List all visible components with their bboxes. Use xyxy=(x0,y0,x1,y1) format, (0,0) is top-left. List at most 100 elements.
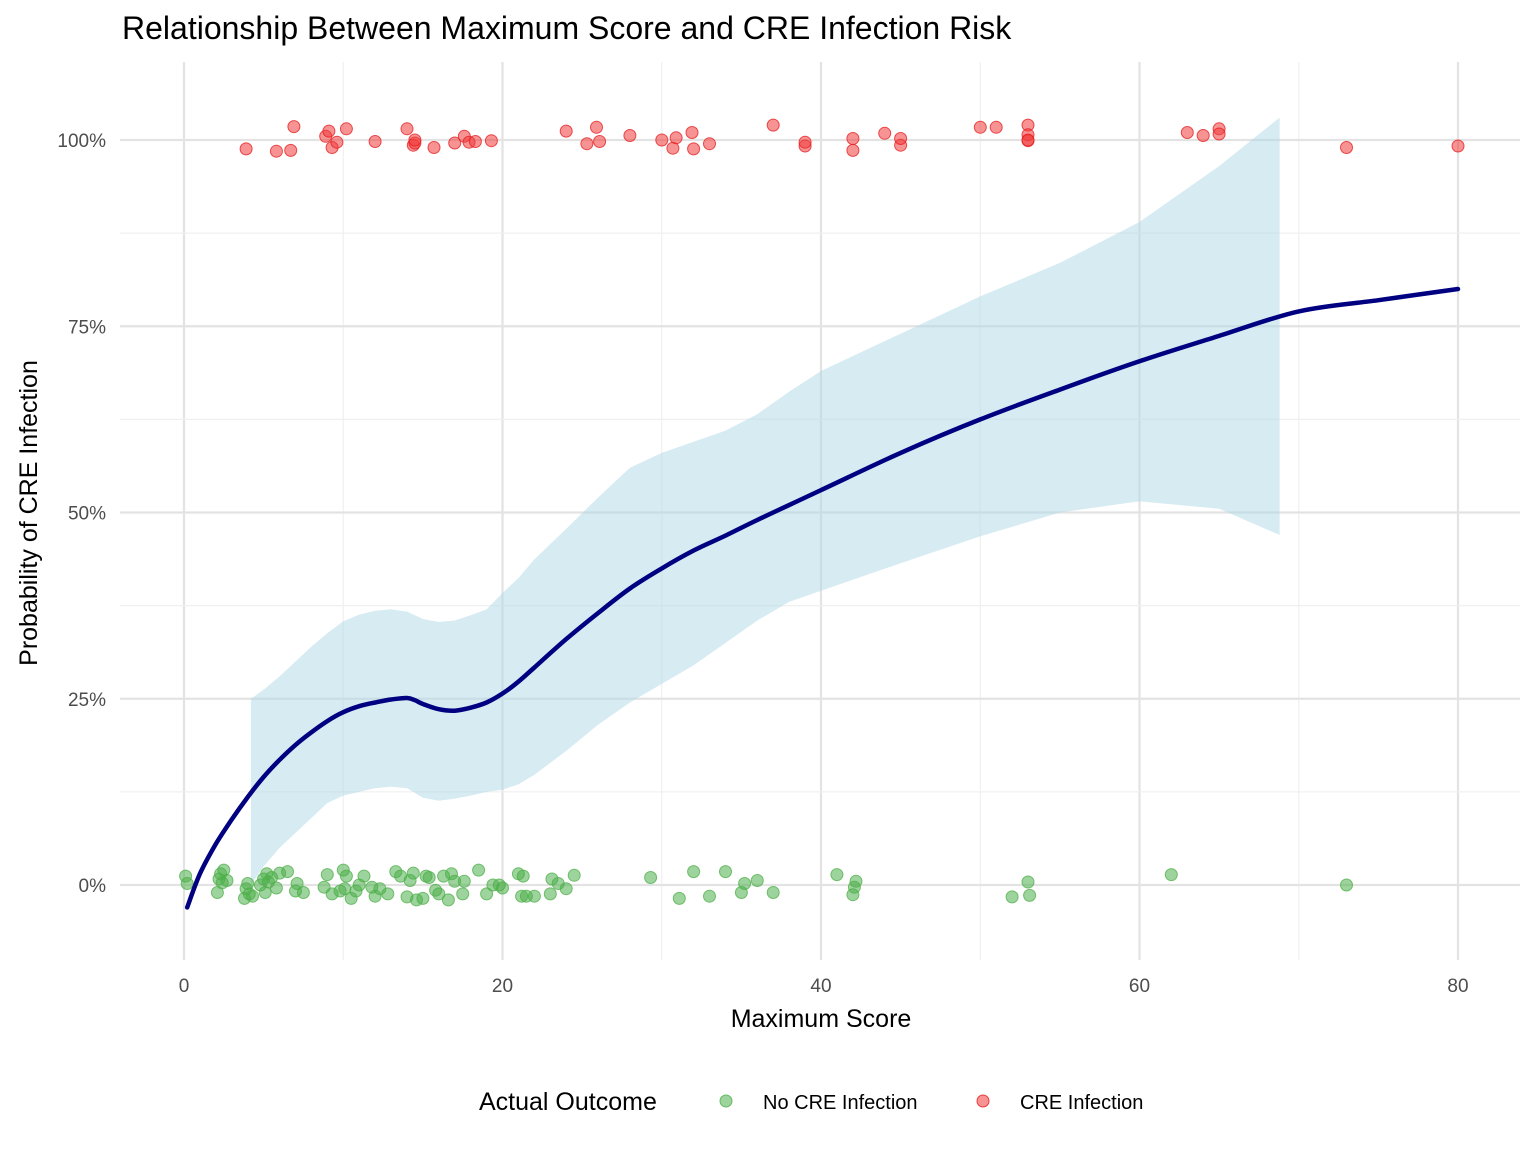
axis-ticks: 0 20 40 60 80 0% 25% 50% 75% 100% xyxy=(57,131,1468,997)
no-infection-point xyxy=(559,882,573,896)
legend-title: Actual Outcome xyxy=(479,1088,657,1116)
no-infection-point xyxy=(441,893,455,907)
y-tick-label: 50% xyxy=(68,504,106,525)
chart-title: Relationship Between Maximum Score and C… xyxy=(122,10,1012,46)
confidence-band xyxy=(250,117,1280,886)
no-infection-point xyxy=(456,887,470,901)
no-infection-point xyxy=(567,868,581,882)
infection-point xyxy=(623,129,637,142)
no-infection-point xyxy=(1164,868,1178,882)
infection-point xyxy=(580,137,594,151)
no-infection-point xyxy=(527,889,541,903)
no-infection-point xyxy=(496,881,509,895)
infection-point xyxy=(322,124,336,138)
no-infection-point xyxy=(480,887,494,901)
infection-point xyxy=(484,134,498,148)
infection-point xyxy=(368,135,382,148)
infection-point xyxy=(798,135,812,149)
x-tick-label: 0 xyxy=(179,976,190,997)
y-tick-label: 75% xyxy=(68,317,106,338)
infection-point xyxy=(846,143,860,157)
no-infection-point xyxy=(320,868,334,882)
infection-point xyxy=(590,120,603,134)
infection-point xyxy=(400,122,414,136)
infection-point xyxy=(1451,139,1465,153)
no-infection-point xyxy=(281,865,294,879)
infection-point xyxy=(339,122,353,136)
no-infection-point xyxy=(644,871,658,884)
y-tick-label: 0% xyxy=(79,876,107,897)
x-tick-label: 80 xyxy=(1447,976,1468,997)
infection-point xyxy=(1212,127,1226,141)
infection-point xyxy=(408,133,422,147)
no-infection-point xyxy=(381,887,395,901)
no-infection-point xyxy=(719,865,732,879)
infection-point xyxy=(1021,133,1035,147)
no-infection-point xyxy=(687,865,701,879)
infection-point xyxy=(1340,141,1353,154)
no-infection-points xyxy=(179,863,1353,907)
no-infection-point xyxy=(180,877,194,890)
no-infection-point xyxy=(406,866,420,880)
no-infection-point xyxy=(1340,878,1353,892)
trend-line xyxy=(184,286,1461,910)
infection-point xyxy=(239,142,253,156)
infection-point xyxy=(687,142,701,156)
infection-point xyxy=(685,126,699,139)
confidence-band-layer xyxy=(250,117,1280,886)
infection-point xyxy=(330,135,344,149)
no-infection-point xyxy=(432,887,446,901)
no-infection-point xyxy=(1021,875,1035,889)
no-infection-point xyxy=(220,874,234,887)
no-infection-point xyxy=(738,877,752,890)
no-infection-point xyxy=(290,877,304,890)
no-infection-point xyxy=(849,874,863,888)
legend-label-infection: CRE Infection xyxy=(1020,1092,1143,1114)
no-infection-point xyxy=(672,891,686,905)
y-axis-title: Probability of CRE Infection xyxy=(15,360,43,666)
infection-point xyxy=(1196,129,1210,142)
no-infection-point xyxy=(339,869,353,883)
legend-label-no-infection: No CRE Infection xyxy=(763,1092,918,1114)
y-tick-label: 25% xyxy=(68,690,106,711)
infection-point xyxy=(559,124,573,138)
infection-point xyxy=(427,141,441,154)
legend-swatch-no-infection xyxy=(719,1094,733,1108)
infection-point xyxy=(973,120,987,134)
infection-point xyxy=(894,132,908,145)
no-infection-point xyxy=(750,874,764,887)
no-infection-point xyxy=(1023,888,1037,902)
no-infection-point xyxy=(703,889,716,903)
no-infection-point xyxy=(457,874,471,888)
infection-point xyxy=(448,136,462,150)
x-tick-label: 40 xyxy=(810,976,831,997)
infection-point xyxy=(287,120,301,134)
no-infection-point xyxy=(416,891,430,905)
no-infection-point xyxy=(766,886,780,899)
infection-point xyxy=(655,133,669,147)
no-infection-point xyxy=(296,886,310,899)
infection-point xyxy=(593,135,607,148)
infection-point xyxy=(468,135,482,148)
infection-point xyxy=(1180,126,1194,139)
legend: Actual Outcome No CRE Infection CRE Infe… xyxy=(479,1088,1143,1116)
x-tick-label: 60 xyxy=(1129,976,1150,997)
no-infection-point xyxy=(472,863,486,877)
infection-point xyxy=(669,131,683,145)
no-infection-point xyxy=(246,889,259,903)
infection-points xyxy=(239,118,1465,158)
no-infection-point xyxy=(269,881,283,895)
legend-swatch-infection xyxy=(976,1094,990,1108)
y-tick-label: 100% xyxy=(57,131,106,152)
no-infection-point xyxy=(422,871,436,884)
infection-point xyxy=(878,126,892,140)
no-infection-point xyxy=(1005,890,1019,904)
infection-point xyxy=(284,143,298,157)
trend-line-layer xyxy=(184,286,1461,910)
no-infection-point xyxy=(830,868,844,882)
no-infection-point xyxy=(543,887,557,901)
infection-point xyxy=(989,120,1003,134)
infection-point xyxy=(269,144,283,158)
infection-point xyxy=(703,137,716,151)
